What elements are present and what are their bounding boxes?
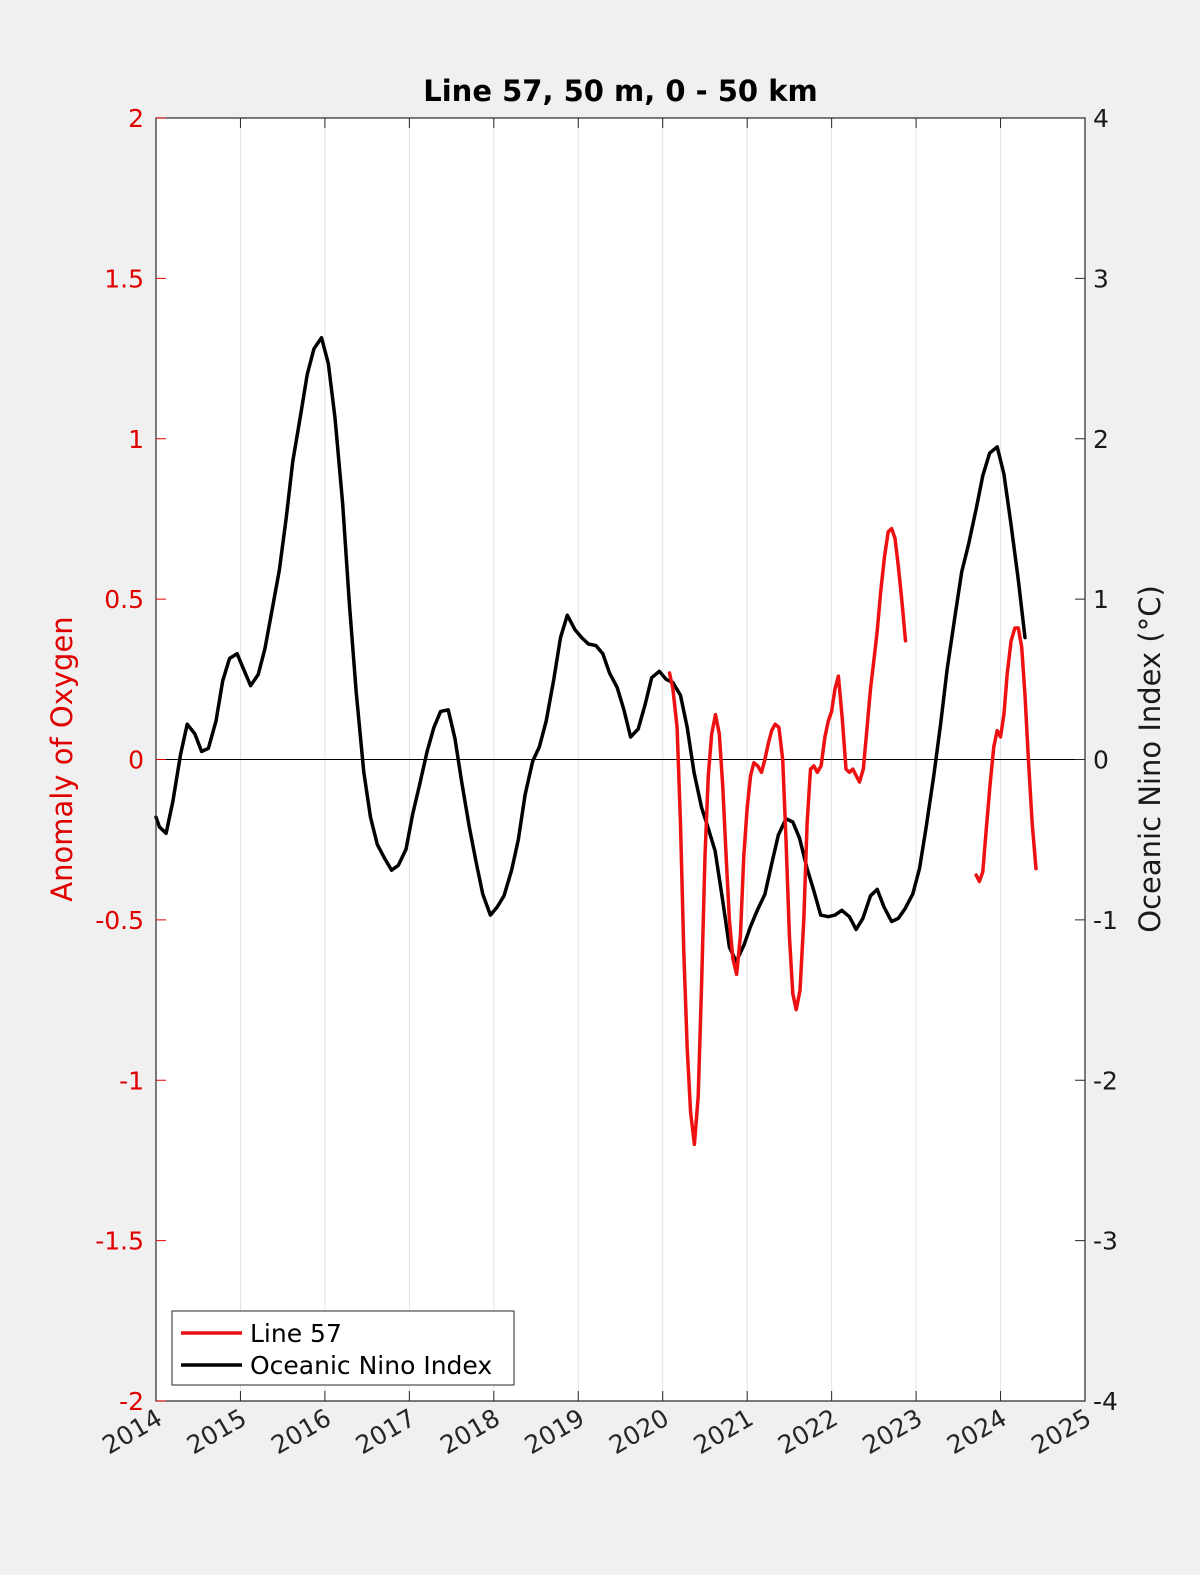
legend-box bbox=[171, 1310, 515, 1386]
y-left-tick-label: -1.5 bbox=[95, 1227, 144, 1256]
x-tick-label: 2023 bbox=[857, 1403, 927, 1460]
legend: Line 57 Oceanic Nino Index bbox=[171, 1310, 515, 1386]
series-oni-line bbox=[154, 335, 1027, 964]
y-right-tick-label: -3 bbox=[1093, 1227, 1118, 1256]
y-right-tick-label: 3 bbox=[1093, 264, 1109, 293]
y-left-tick-label: 1 bbox=[128, 425, 144, 454]
series-lines bbox=[154, 335, 1038, 1147]
y-left-tick-label: 2 bbox=[128, 104, 144, 133]
y-right-tick-label: 1 bbox=[1093, 585, 1109, 614]
series-line57-line bbox=[667, 526, 908, 1147]
legend-label-line57: Line 57 bbox=[250, 1319, 342, 1348]
y-right-tick-label: -4 bbox=[1093, 1387, 1118, 1416]
y-left-tick-label: 0.5 bbox=[104, 585, 144, 614]
legend-label-oni: Oceanic Nino Index bbox=[250, 1351, 492, 1380]
x-tick-label: 2017 bbox=[351, 1403, 421, 1460]
y-left-tick-label: 1.5 bbox=[104, 264, 144, 293]
x-tick-label: 2018 bbox=[435, 1403, 505, 1460]
y-right-tick-label: -2 bbox=[1093, 1066, 1118, 1095]
chart-title: Line 57, 50 m, 0 - 50 km bbox=[423, 74, 817, 108]
x-tick-label: 2016 bbox=[266, 1403, 336, 1460]
y-left-tick-label: -0.5 bbox=[95, 906, 144, 935]
y-left-tick-label: -1 bbox=[119, 1066, 144, 1095]
x-tick-label: 2019 bbox=[520, 1403, 590, 1460]
y-right-tick-label: -1 bbox=[1093, 906, 1118, 935]
x-tick-label: 2025 bbox=[1026, 1403, 1096, 1460]
y-right-tick-label: 4 bbox=[1093, 104, 1109, 133]
y-right-tick-label: 2 bbox=[1093, 425, 1109, 454]
y-axis-label-left: Anomaly of Oxygen bbox=[45, 616, 79, 901]
y-left-tick-label: 0 bbox=[128, 746, 144, 775]
x-tick-label: 2021 bbox=[689, 1403, 759, 1460]
x-tick-label: 2020 bbox=[604, 1403, 674, 1460]
series-line57-line bbox=[974, 626, 1038, 884]
y-axis-label-right: Oceanic Nino Index (°C) bbox=[1133, 585, 1167, 933]
y-right-tick-label: 0 bbox=[1093, 746, 1109, 775]
y-left-tick-label: -2 bbox=[119, 1387, 144, 1416]
x-tick-label: 2024 bbox=[942, 1403, 1012, 1460]
x-tick-label: 2022 bbox=[773, 1403, 843, 1460]
x-tick-label: 2015 bbox=[182, 1403, 252, 1460]
